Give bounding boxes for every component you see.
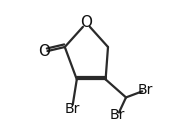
- Text: Br: Br: [64, 102, 80, 116]
- Text: Br: Br: [137, 83, 153, 97]
- Text: O: O: [80, 16, 92, 30]
- Text: O: O: [38, 44, 50, 59]
- Text: Br: Br: [110, 108, 125, 122]
